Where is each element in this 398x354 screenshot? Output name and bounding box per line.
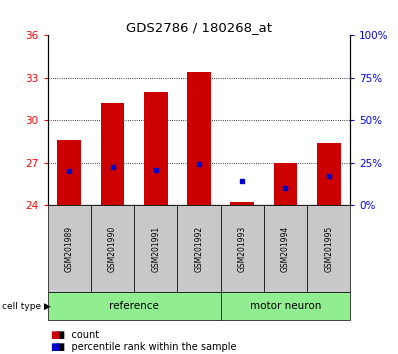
Text: ■  percentile rank within the sample: ■ percentile rank within the sample <box>56 342 236 352</box>
Bar <box>144 92 168 205</box>
Bar <box>220 292 350 320</box>
Bar <box>220 205 264 292</box>
Text: GSM201995: GSM201995 <box>324 225 333 272</box>
Bar <box>317 143 341 205</box>
Text: GSM201994: GSM201994 <box>281 225 290 272</box>
Text: GSM201990: GSM201990 <box>108 225 117 272</box>
Bar <box>101 103 125 205</box>
Text: ■: ■ <box>50 330 59 339</box>
Text: GSM201991: GSM201991 <box>151 225 160 272</box>
Bar <box>264 205 307 292</box>
Text: ■: ■ <box>50 342 59 352</box>
Bar <box>187 72 211 205</box>
Bar <box>307 205 350 292</box>
Bar <box>57 140 81 205</box>
Bar <box>48 292 220 320</box>
Bar <box>48 205 91 292</box>
Text: GSM201993: GSM201993 <box>238 225 247 272</box>
Text: GSM201992: GSM201992 <box>195 225 203 272</box>
Title: GDS2786 / 180268_at: GDS2786 / 180268_at <box>126 21 272 34</box>
Text: ■  count: ■ count <box>56 330 99 339</box>
Bar <box>134 205 178 292</box>
Text: motor neuron: motor neuron <box>250 301 321 311</box>
Bar <box>273 163 297 205</box>
Bar <box>230 202 254 205</box>
Bar <box>91 205 134 292</box>
Text: cell type ▶: cell type ▶ <box>2 302 51 311</box>
Text: reference: reference <box>109 301 159 311</box>
Text: GSM201989: GSM201989 <box>65 225 74 272</box>
Bar <box>178 205 220 292</box>
